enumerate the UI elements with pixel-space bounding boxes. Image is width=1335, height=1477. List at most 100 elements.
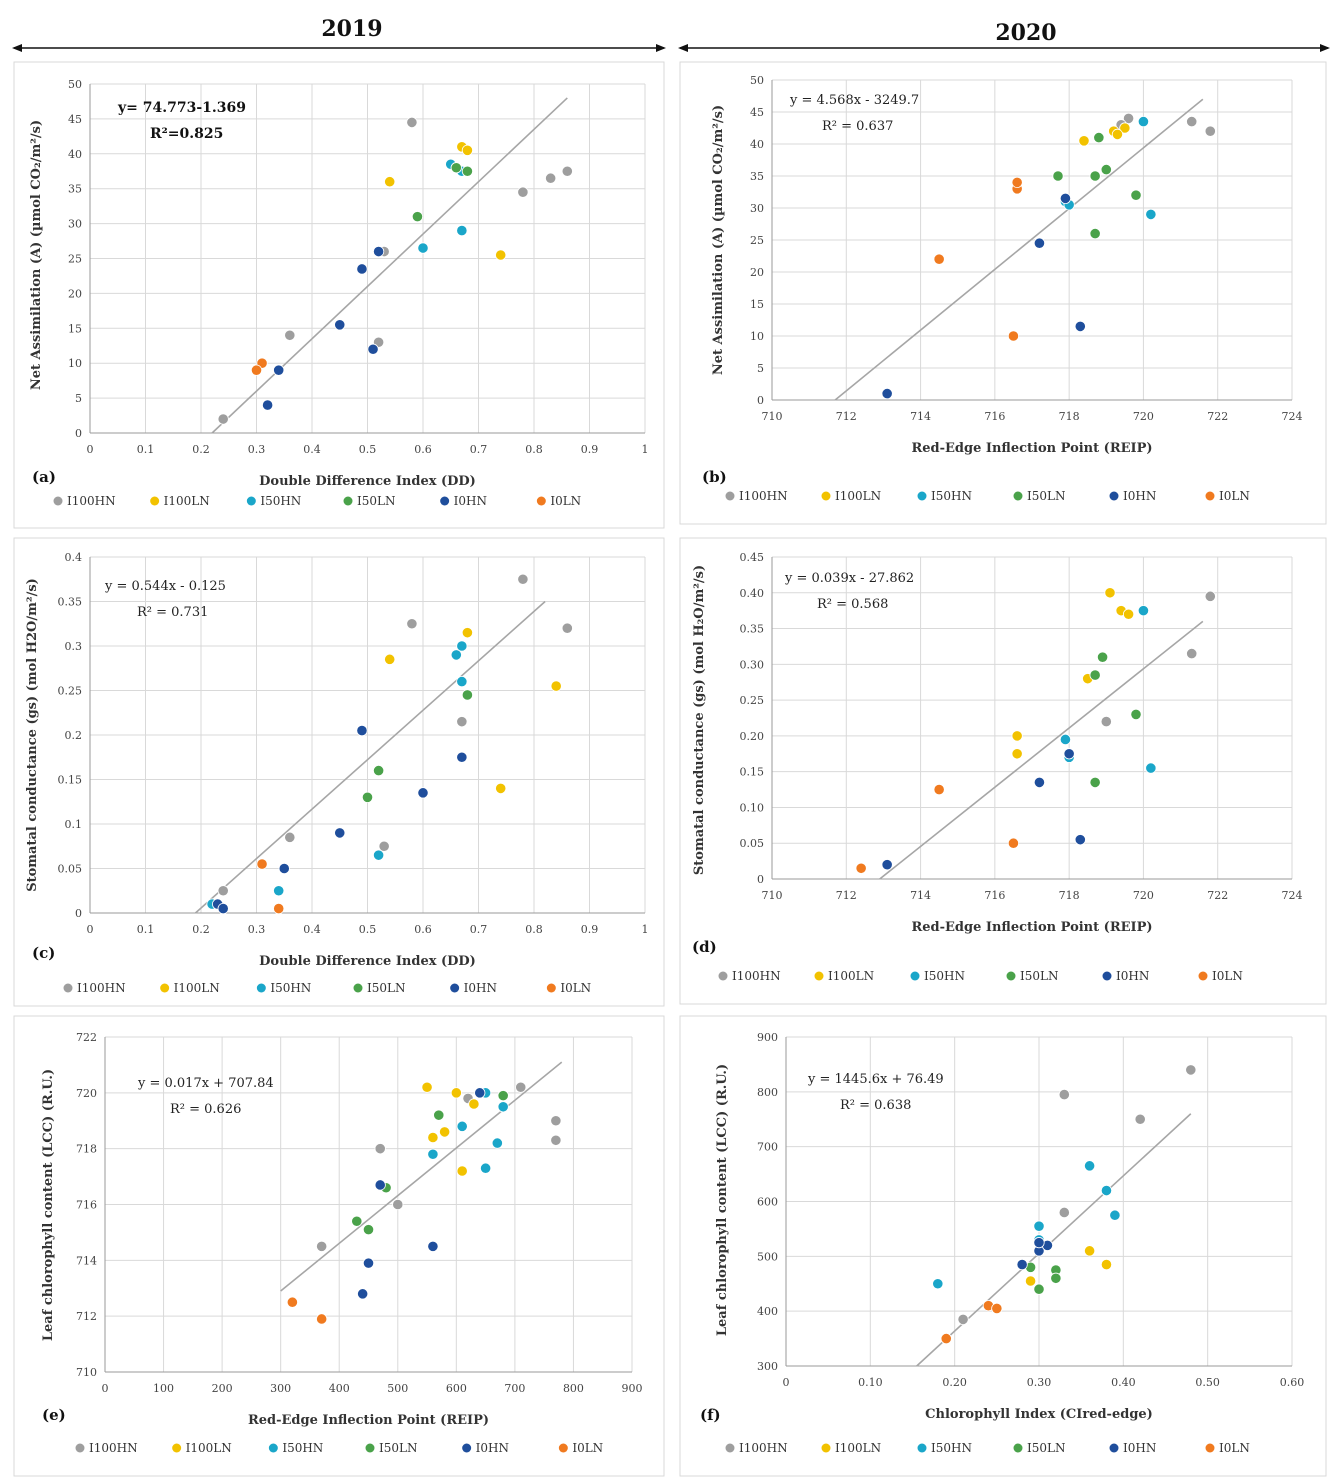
x-tick-label: 718 (1059, 889, 1080, 902)
legend-entry-I100HN: I100HN (89, 1441, 138, 1455)
legend-entry-I0LN: I0LN (1219, 489, 1250, 503)
panel-frame-c (13, 537, 665, 1007)
x-tick-label: 0.7 (470, 923, 488, 936)
legend-marker-I100HN (725, 1443, 735, 1453)
x-tick-label: 0.3 (248, 923, 266, 936)
legend-entry-I0HN: I0HN (1123, 489, 1156, 503)
data-point (1137, 116, 1150, 128)
legend-entry-I100HN: I100HN (739, 1441, 788, 1455)
series-I0LN-a (250, 357, 268, 376)
data-point (1033, 1283, 1045, 1295)
legend-marker-I50LN (1006, 971, 1016, 981)
series-I0LN-f (940, 1300, 1003, 1345)
y-tick-label: 800 (757, 1086, 778, 1099)
legend-marker-I0HN (462, 1443, 472, 1453)
legend-marker-I50HN (917, 1443, 927, 1453)
y-tick-label: 0.05 (740, 837, 765, 850)
legend-c: I100HN I100LN I50HN I50LN I0HN I0LN (63, 981, 591, 995)
series-I100LN-b (1078, 122, 1131, 147)
series-I0HN-d (881, 748, 1086, 871)
data-point (250, 364, 263, 376)
y-tick-label: 700 (757, 1141, 778, 1154)
legend-marker-I50LN (365, 1443, 375, 1453)
x-tick-label: 800 (563, 1382, 584, 1395)
data-point (456, 640, 468, 652)
data-point (284, 329, 296, 341)
y-tick-label: 0.35 (740, 623, 765, 636)
x-tick-label: 0 (87, 923, 94, 936)
y-tick-label: 0.45 (740, 551, 765, 564)
scatter-panel-e: 0 100 200 300 400 500 600 700 800 900 710 712 714 716… (13, 1015, 665, 1477)
data-point (1100, 1258, 1113, 1271)
legend-entry-I100HN: I100HN (67, 494, 116, 508)
data-point (1089, 776, 1101, 789)
r-squared-label: R²=0.825 (150, 126, 223, 142)
data-point (374, 1179, 386, 1191)
x-tick-label: 710 (762, 889, 783, 902)
y-tick-label: 0.30 (740, 658, 765, 671)
data-point (334, 319, 346, 331)
series-I100HN-e (316, 1081, 562, 1252)
scatter-panel-a: 0 0.1 0.2 0.3 0.4 0.5 0.6 0.7 0.8 0.9 105101520253… (13, 61, 665, 529)
legend-entry-I0HN: I0HN (464, 981, 497, 995)
data-point (217, 885, 229, 897)
legend-marker-I100LN (160, 983, 170, 993)
x-tick-label: 712 (836, 410, 857, 423)
data-point (495, 782, 507, 795)
legend-d: I100HN I100LN I50HN I50LN I0HN I0LN (718, 969, 1243, 983)
x-tick-label: 0 (783, 1376, 790, 1389)
data-point (261, 399, 274, 411)
data-point (1186, 116, 1198, 128)
legend-entry-I50HN: I50HN (924, 969, 965, 983)
data-point (1100, 1184, 1113, 1197)
legend-entry-I100HN: I100HN (77, 981, 126, 995)
data-point (1122, 112, 1135, 125)
y-tick-label: 25 (750, 234, 764, 247)
data-point (550, 680, 562, 692)
legend-marker-I100HN (53, 496, 63, 506)
data-point (1122, 608, 1135, 620)
data-point (1093, 132, 1105, 144)
y-tick-label: 5 (75, 392, 82, 405)
trend-equation: y = 0.544x - 0.125 (104, 579, 226, 594)
trend-line-c (194, 600, 546, 914)
data-point (461, 165, 473, 177)
data-point (1007, 330, 1020, 342)
data-point (1033, 1237, 1045, 1249)
data-point (456, 1165, 468, 1177)
data-point (957, 1313, 969, 1325)
legend-marker-I50HN (910, 971, 920, 981)
legend-entry-I50HN: I50HN (931, 489, 972, 503)
data-point (1011, 748, 1023, 760)
data-point (1186, 647, 1198, 660)
year-arrow-right-head-start (678, 44, 688, 52)
series-I50LN-c (361, 689, 473, 803)
legend-entry-I50HN: I50HN (260, 494, 301, 508)
legend-marker-I50LN (353, 983, 363, 993)
y-tick-label: 40 (750, 138, 764, 151)
x-tick-label: 0.2 (192, 923, 210, 936)
data-point (1109, 1209, 1121, 1221)
legend-entry-I0LN: I0LN (1219, 1441, 1250, 1455)
data-point (468, 1098, 480, 1110)
legend-entry-I0LN: I0LN (560, 981, 591, 995)
series-I0LN-e (286, 1296, 328, 1325)
y-tick-label: 900 (757, 1031, 778, 1044)
x-tick-label: 714 (910, 410, 931, 423)
x-axis-label: Chlorophyll Index (CIred-edge) (925, 1407, 1153, 1422)
data-point (356, 263, 368, 275)
x-tick-label: 0.8 (525, 923, 543, 936)
scatter-panel-d: 710 712 714 716 718 720 722 724 0 0.05 0.10 0.15 0.2… (679, 537, 1327, 1005)
y-tick-label: 35 (750, 170, 764, 183)
data-point (273, 364, 285, 376)
y-tick-label: 30 (68, 218, 82, 231)
data-point (1134, 1113, 1146, 1125)
series-I100HN-f (957, 1064, 1197, 1325)
y-tick-label: 35 (68, 183, 82, 196)
y-tick-label: 0.10 (740, 801, 765, 814)
trend-line-b (834, 98, 1204, 401)
legend-entry-I100LN: I100LN (835, 1441, 881, 1455)
legend-entry-I100LN: I100LN (174, 981, 220, 995)
year-arrow-left-head-end (656, 44, 666, 52)
legend-marker-I0HN (1109, 491, 1119, 501)
